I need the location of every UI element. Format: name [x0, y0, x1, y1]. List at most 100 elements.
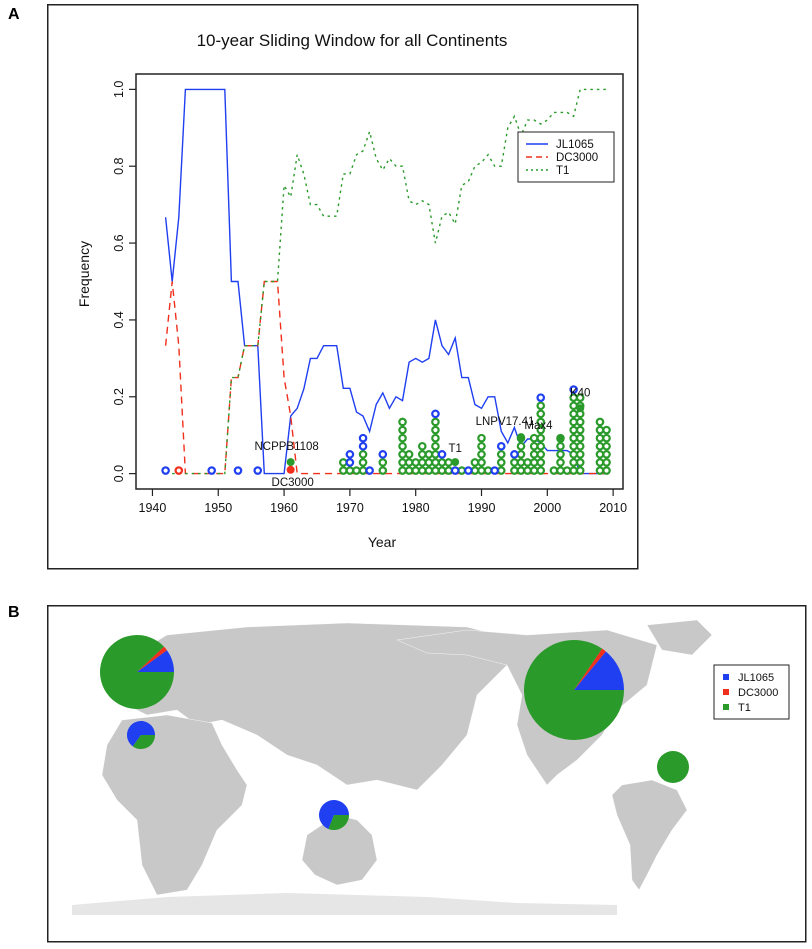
annotation-marker [556, 435, 565, 444]
pie-slice-t1 [132, 735, 155, 749]
isolate-marker-t1 [404, 450, 414, 459]
isolate-marker-t1 [575, 393, 585, 402]
isolate-marker-t1 [417, 441, 427, 451]
isolate-marker-t1 [556, 466, 565, 475]
isolate-marker-t1 [496, 466, 506, 475]
land-antarctica [72, 893, 617, 915]
isolate-marker-t1 [595, 441, 605, 451]
x-tick-label: 1970 [336, 501, 364, 515]
isolate-marker-t1 [569, 425, 578, 435]
isolate-marker-t1 [556, 450, 565, 459]
isolate-marker-t1 [483, 466, 493, 475]
isolate-marker-t1 [431, 450, 440, 459]
legend-box [517, 131, 615, 183]
isolate-marker-t1 [510, 466, 519, 475]
map-legend-label: T1 [738, 702, 751, 714]
annotation-label: K40 [570, 387, 590, 399]
land-masses [72, 619, 713, 915]
isolate-marker-t1 [510, 458, 519, 467]
x-tick-label: 2010 [599, 501, 627, 515]
pie-south-america [657, 751, 689, 783]
isolate-marker-t1 [575, 466, 585, 475]
isolate-marker-jl1065 [464, 466, 473, 475]
pie-slice-t1 [328, 815, 349, 830]
isolate-marker-jl1065 [207, 466, 216, 475]
isolate-marker-jl1065 [450, 466, 460, 475]
isolate-marker-t1 [575, 450, 585, 459]
annotation-label: Max4 [524, 420, 553, 432]
isolate-marker-t1 [536, 458, 546, 467]
isolate-marker-jl1065 [437, 450, 447, 459]
map-legend-swatch [723, 689, 729, 695]
isolate-marker-t1 [431, 425, 440, 435]
isolate-marker-jl1065 [358, 441, 368, 451]
x-tick-label: 1950 [204, 501, 232, 515]
isolate-marker-t1 [516, 458, 526, 467]
annotation-marker [576, 404, 585, 413]
isolate-marker-t1 [575, 433, 585, 443]
isolate-marker-t1 [595, 458, 605, 467]
isolate-marker-t1 [516, 450, 526, 459]
isolate-marker-t1 [595, 417, 605, 427]
isolate-marker-t1 [398, 417, 407, 427]
isolate-marker-t1 [575, 417, 585, 427]
isolate-marker-t1 [431, 433, 440, 443]
map-legend-swatch [723, 704, 729, 710]
pie-australia [319, 800, 349, 830]
pie-slice-dc3000 [137, 646, 167, 672]
isolate-marker-t1 [523, 458, 532, 467]
isolate-marker-jl1065 [345, 458, 355, 467]
isolate-marker-t1 [569, 433, 578, 443]
pie-europe [100, 635, 174, 709]
isolate-marker-t1 [424, 450, 434, 459]
plot-area: 1940 1950 1960 1970 1980 1990 2000 2010 0.0 0.2 0.… [112, 73, 627, 515]
isolate-marker-t1 [556, 458, 565, 467]
isolate-marker-t1 [339, 466, 348, 475]
isolate-marker-t1 [378, 466, 388, 475]
isolate-marker-t1 [358, 458, 368, 467]
pie-slice-jl1065 [574, 651, 624, 690]
isolate-marker-jl1065 [510, 450, 519, 459]
isolate-marker-jl1065 [233, 466, 243, 475]
y-tick-label: 0.2 [112, 388, 126, 405]
isolate-marker-t1 [398, 450, 407, 459]
isolate-marker-jl1065 [490, 466, 499, 475]
isolate-marker-t1 [529, 433, 539, 443]
isolate-marker-t1 [424, 466, 434, 475]
pie-slice-jl1065 [127, 721, 155, 747]
isolate-marker-t1 [470, 458, 480, 467]
map-legend-label: JL1065 [738, 672, 774, 684]
isolate-marker-t1 [358, 466, 368, 475]
isolate-marker-t1 [358, 450, 368, 459]
isolate-marker-t1 [398, 441, 407, 451]
isolate-marker-t1 [569, 450, 578, 459]
isolate-marker-t1 [404, 466, 414, 475]
y-tick-label: 1.0 [112, 81, 126, 98]
isolate-marker-t1 [536, 417, 546, 427]
isolate-marker-t1 [602, 458, 611, 467]
pie-slice-t1 [524, 640, 624, 740]
isolate-marker-t1 [595, 466, 605, 475]
isolate-marker-t1 [516, 466, 526, 475]
pie-slice-dc3000 [574, 648, 606, 690]
isolate-marker-dc3000 [174, 466, 184, 475]
isolate-marker-t1 [569, 401, 578, 411]
isolate-marker-t1 [339, 458, 348, 467]
map-legend: JL1065 DC3000 T1 [713, 664, 790, 720]
isolate-marker-t1 [602, 450, 611, 459]
y-tick-label: 0.0 [112, 465, 126, 482]
isolate-marker-t1 [398, 433, 407, 443]
isolate-marker-t1 [496, 450, 506, 459]
annotation-marker [451, 458, 460, 467]
map-legend-label: DC3000 [738, 687, 778, 699]
isolate-marker-t1 [549, 466, 559, 475]
x-axis-label: Year [368, 534, 397, 550]
isolate-marker-jl1065 [569, 385, 578, 394]
pie-north-america [524, 640, 624, 740]
isolate-marker-t1 [477, 433, 486, 443]
isolate-marker-t1 [602, 441, 611, 451]
isolate-marker-jl1065 [345, 450, 355, 459]
annotation-label: LNPV17.41 [476, 416, 535, 428]
plot-box [135, 73, 624, 490]
series-line-t1 [172, 88, 607, 475]
